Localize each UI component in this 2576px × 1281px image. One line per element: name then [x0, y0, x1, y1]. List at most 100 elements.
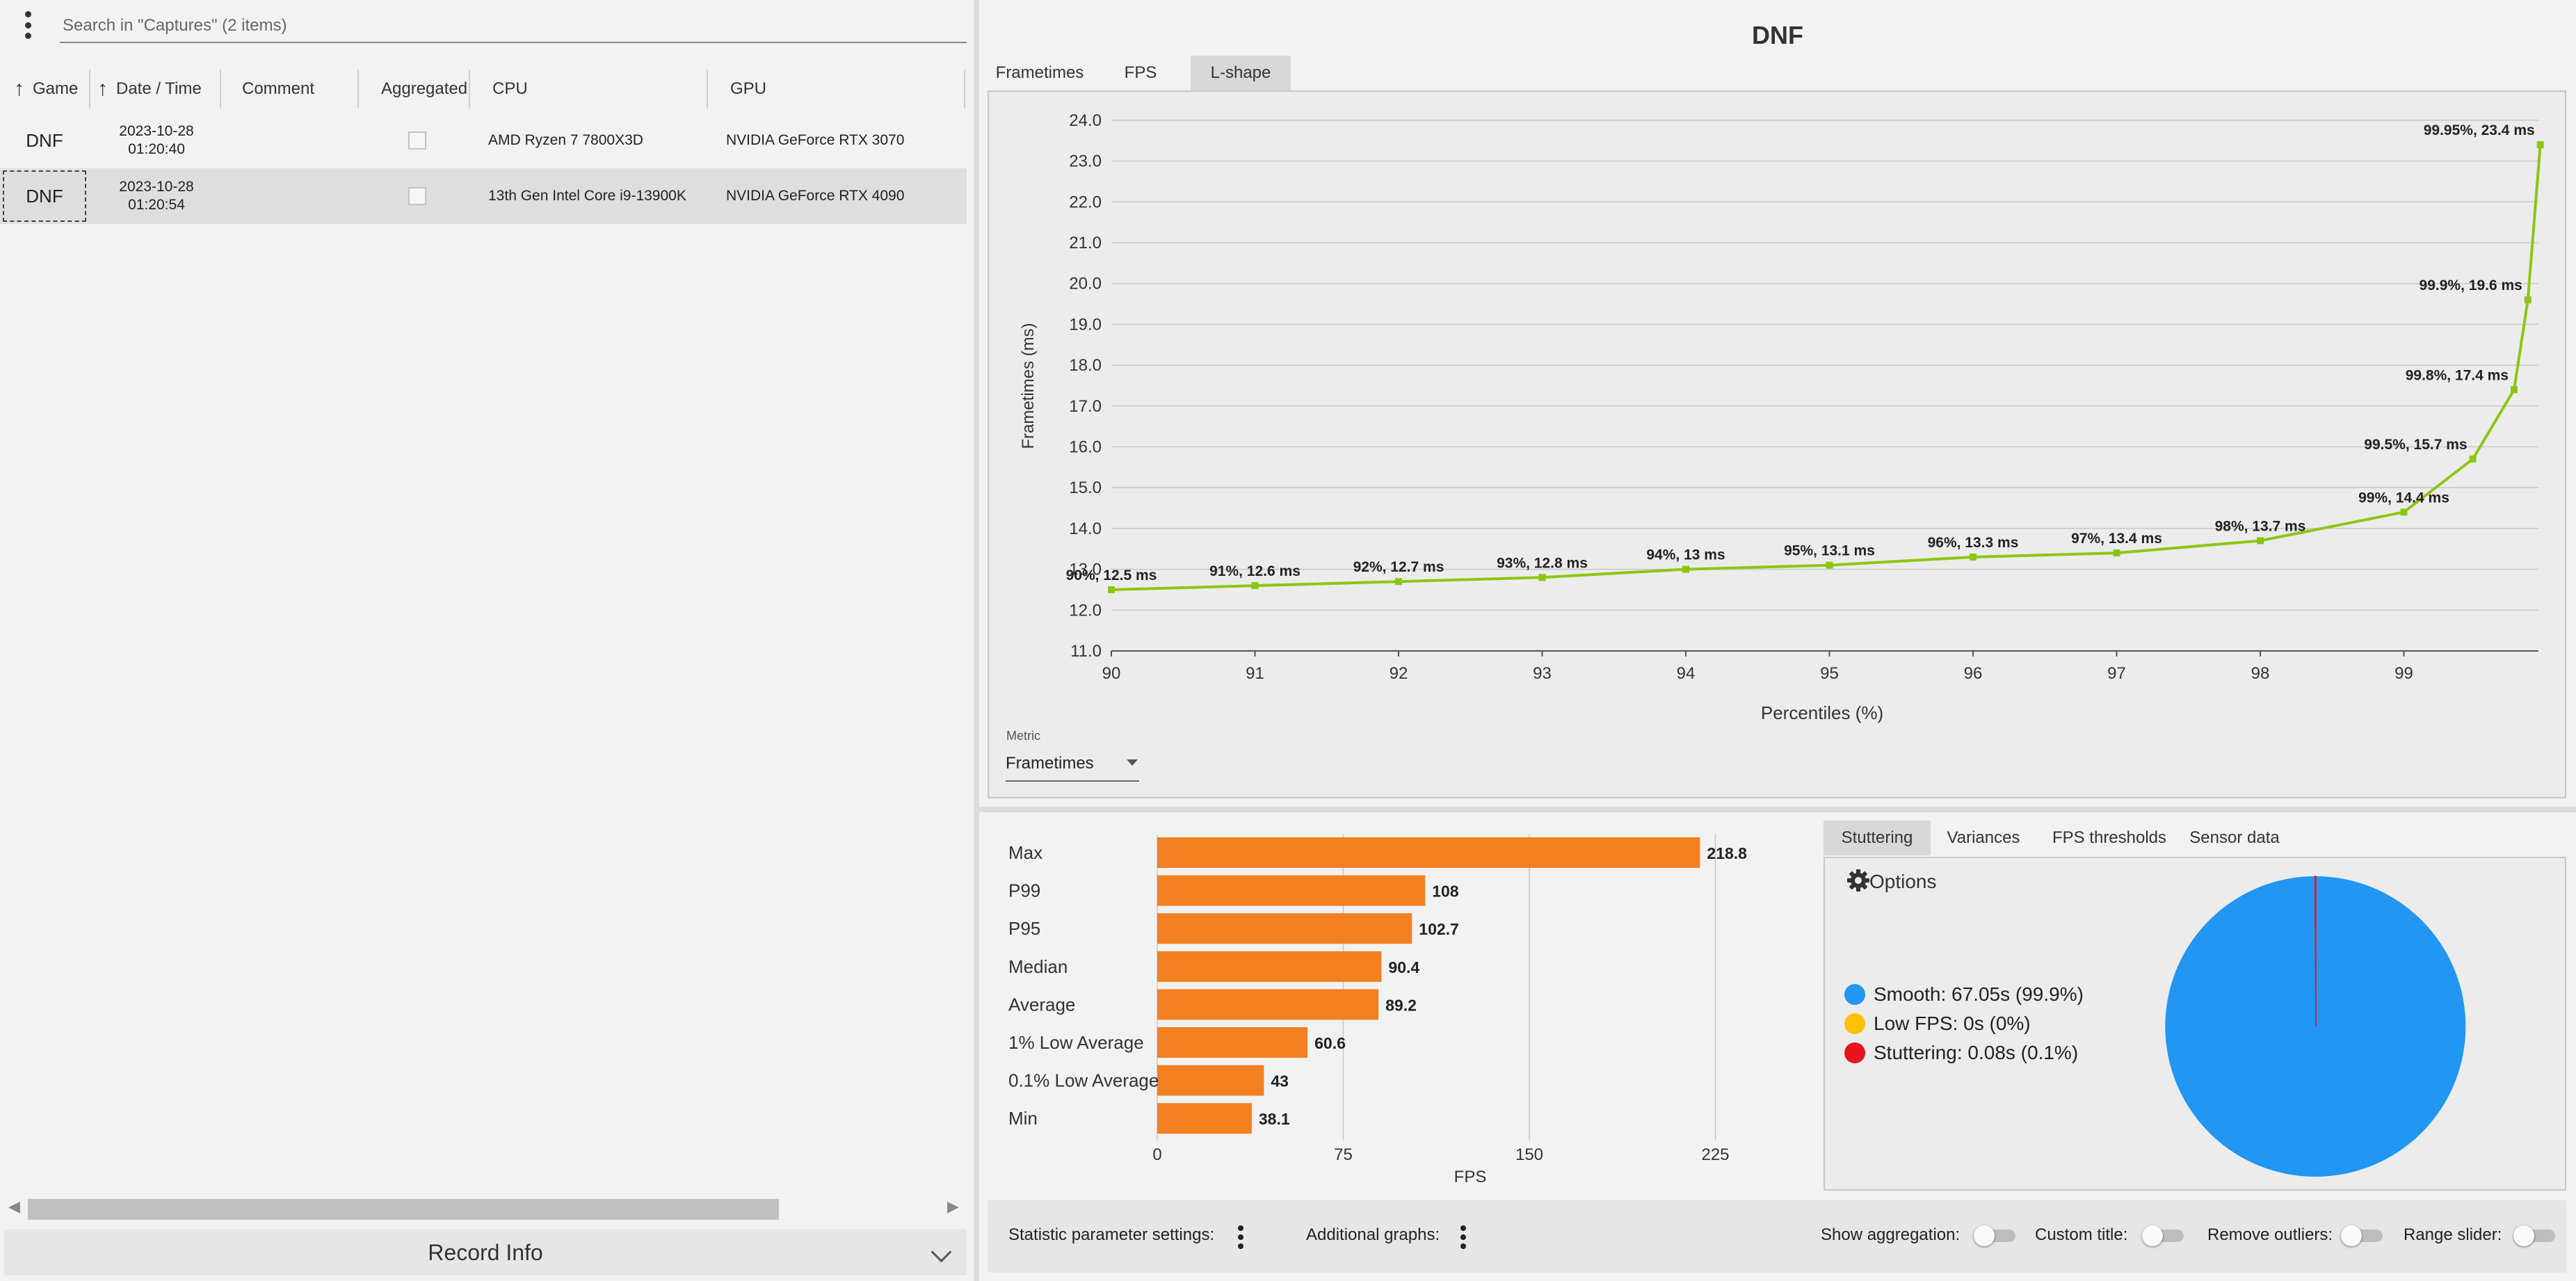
y-tick-label: 14.0 — [1069, 519, 1102, 538]
tab-frametimes[interactable]: Frametimes — [995, 63, 1084, 82]
legend-swatch — [1844, 984, 1865, 1005]
range-slider-toggle[interactable] — [2513, 1225, 2555, 1246]
y-tick-label: 20.0 — [1069, 275, 1102, 293]
data-label: 99.95%, 23.4 ms — [2424, 122, 2535, 138]
column-label: CPU — [492, 79, 528, 98]
additional-graphs-menu-icon[interactable] — [1460, 1225, 1466, 1249]
bar — [1157, 989, 1379, 1020]
y-tick-label: 19.0 — [1069, 315, 1102, 334]
gear-icon[interactable] — [1847, 869, 1869, 892]
legend-item-smooth: Smooth: 67.05s (99.9%) — [1844, 983, 2084, 1006]
column-divider[interactable] — [89, 70, 90, 108]
l-shape-chart: 11.0 12.0 13.0 14.0 15.0 16.0 17.0 18.0 19.0 20.0… — [1019, 111, 2544, 723]
column-divider[interactable] — [220, 70, 221, 108]
panel-splitter[interactable] — [974, 0, 979, 1281]
sort-ascending-icon: ↑ — [97, 77, 108, 100]
record-info-label: Record Info — [428, 1239, 543, 1265]
x-tick-label: 98 — [2251, 664, 2270, 683]
category-label: Median — [1008, 956, 1068, 977]
data-label: 90%, 12.5 ms — [1066, 567, 1157, 583]
tab-variances[interactable]: Variances — [1947, 828, 2020, 847]
data-point — [2511, 386, 2518, 394]
cell-cpu: 13th Gen Intel Core i9-13900K — [488, 188, 686, 204]
column-header-cpu[interactable]: CPU — [492, 70, 701, 108]
y-tick-label: 12.0 — [1069, 601, 1102, 620]
panel-splitter[interactable] — [979, 807, 2576, 812]
y-tick-label: 13.0 — [1069, 561, 1102, 579]
scrollbar-thumb[interactable] — [28, 1199, 779, 1220]
tab-l-shape[interactable]: L-shape — [1191, 56, 1291, 90]
data-point — [1538, 574, 1546, 581]
column-label: Aggregated — [381, 79, 468, 98]
table-row[interactable]: DNF 2023-10-28 01:20:40 AMD Ryzen 7 7800X… — [0, 113, 967, 168]
column-header-gpu[interactable]: GPU — [730, 70, 939, 108]
y-axis-label: Frametimes (ms) — [1019, 323, 1038, 449]
legend-swatch — [1844, 1013, 1865, 1034]
remove-outliers-toggle[interactable] — [2341, 1225, 2383, 1246]
category-label: 1% Low Average — [1008, 1032, 1144, 1053]
value-label: 38.1 — [1259, 1110, 1290, 1128]
column-divider[interactable] — [964, 70, 965, 108]
column-label: GPU — [730, 79, 767, 98]
frametime-series-line — [1111, 144, 2542, 591]
table-row[interactable]: DNF 2023-10-28 01:20:54 13th Gen Intel Co… — [0, 168, 967, 224]
category-label: 0.1% Low Average — [1008, 1070, 1159, 1091]
bar — [1157, 1027, 1308, 1058]
data-label: 92%, 12.7 ms — [1353, 559, 1444, 575]
x-tick-label: 97 — [2107, 664, 2126, 683]
custom-title-toggle[interactable] — [2142, 1225, 2184, 1246]
cell-datetime: 2023-10-28 01:20:40 — [119, 123, 194, 157]
column-divider[interactable] — [357, 70, 359, 108]
value-label: 90.4 — [1388, 958, 1419, 976]
more-options-icon[interactable] — [24, 11, 32, 39]
y-tick-label: 15.0 — [1069, 478, 1102, 497]
legend-swatch — [1844, 1042, 1865, 1063]
options-label[interactable]: Options — [1869, 871, 1937, 892]
column-header-comment[interactable]: Comment — [242, 70, 346, 108]
column-header-game[interactable]: ↑ Game — [14, 70, 89, 108]
category-label: P95 — [1008, 918, 1040, 939]
scroll-left-icon[interactable]: ◀ — [8, 1198, 20, 1215]
data-point — [2257, 537, 2264, 545]
data-point — [2524, 296, 2531, 304]
data-point — [1682, 565, 1689, 573]
metric-value: Frametimes — [1006, 754, 1094, 773]
value-label: 108 — [1432, 883, 1459, 901]
metric-dropdown[interactable]: Frametimes — [1006, 747, 1139, 782]
data-label: 97%, 13.4 ms — [2071, 531, 2162, 547]
cell-cpu: AMD Ryzen 7 7800X3D — [488, 132, 643, 148]
remove-outliers-label: Remove outliers: — [2207, 1225, 2333, 1244]
tab-fps[interactable]: FPS — [1124, 63, 1157, 82]
data-label: 99.5%, 15.7 ms — [2364, 437, 2467, 453]
scroll-right-icon[interactable]: ▶ — [947, 1198, 959, 1215]
aggregated-checkbox[interactable] — [408, 187, 426, 205]
record-info-expander[interactable]: Record Info — [4, 1230, 967, 1275]
column-divider[interactable] — [469, 70, 470, 108]
column-header-datetime[interactable]: ↑ Date / Time — [97, 70, 223, 108]
value-label: 218.8 — [1707, 844, 1747, 862]
tab-sensor-data[interactable]: Sensor data — [2189, 828, 2280, 847]
bar — [1157, 1103, 1252, 1134]
y-tick-label: 18.0 — [1069, 356, 1102, 375]
show-aggregation-toggle[interactable] — [1974, 1225, 2015, 1246]
statistic-settings-menu-icon[interactable] — [1238, 1225, 1243, 1249]
tab-fps-thresholds[interactable]: FPS thresholds — [2052, 828, 2167, 847]
stuttering-pie-chart — [2165, 876, 2466, 1177]
category-label: P99 — [1008, 880, 1040, 901]
data-point — [2536, 141, 2544, 149]
data-point — [2469, 456, 2477, 463]
sort-ascending-icon: ↑ — [14, 77, 24, 100]
metric-label: Metric — [1006, 729, 1040, 743]
aggregated-checkbox[interactable] — [408, 131, 426, 150]
y-tick-label: 21.0 — [1069, 234, 1102, 252]
column-header-aggregated[interactable]: Aggregated — [381, 70, 472, 108]
data-point — [1251, 582, 1259, 590]
tab-stuttering[interactable]: Stuttering — [1824, 821, 1931, 855]
search-input[interactable] — [60, 10, 967, 43]
x-tick-label: 75 — [1334, 1145, 1353, 1164]
value-label: 102.7 — [1419, 920, 1459, 938]
data-label: 98%, 13.7 ms — [2215, 519, 2306, 535]
data-point — [1108, 586, 1115, 593]
category-label: Min — [1008, 1108, 1038, 1129]
column-divider[interactable] — [707, 70, 708, 108]
